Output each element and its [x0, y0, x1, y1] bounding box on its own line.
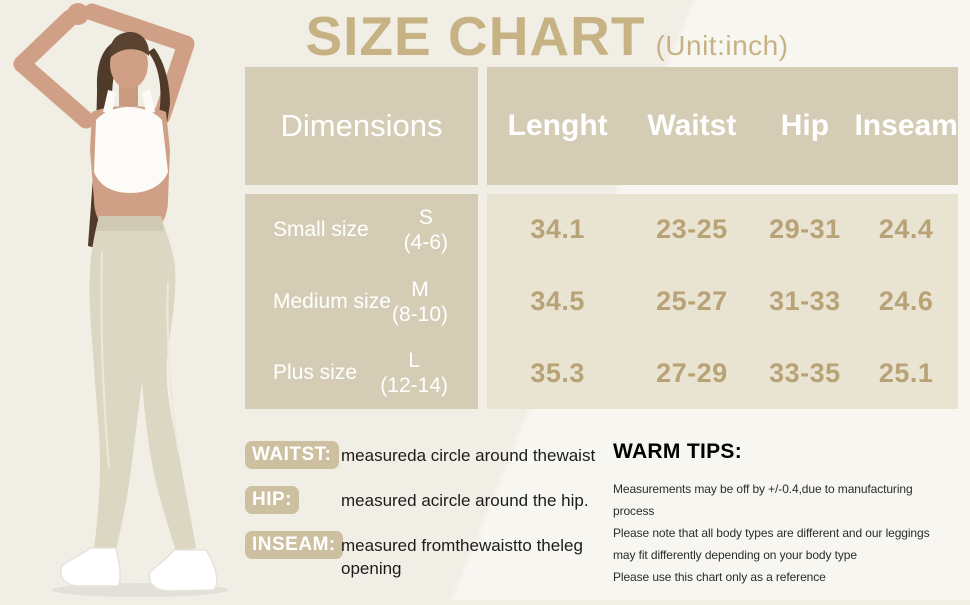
measurement-columns-header: Lenght Waitst Hip Inseam	[487, 67, 958, 185]
table-row-values-medium: 34.5 25-27 31-33 24.6	[487, 266, 958, 338]
size-letter: M	[411, 277, 429, 301]
unit-label: (Unit:inch)	[655, 30, 789, 61]
value-cell: 23-25	[656, 214, 728, 245]
value-cell: 31-33	[769, 286, 841, 316]
table-row-label-medium: Medium size M (8-10)	[245, 266, 478, 338]
column-header-inseam: Inseam	[854, 109, 958, 142]
row-label: Plus size	[273, 361, 358, 385]
value-cell: 24.4	[878, 214, 934, 245]
inseam-badge: INSEAM:	[245, 531, 343, 559]
tip-line: Please note that all body types are diff…	[613, 526, 930, 540]
column-header-lenght: Lenght	[507, 109, 608, 142]
legend-item-hip: HIP: measured acircle around the hip.	[245, 486, 615, 514]
value-cell: 27-29	[656, 357, 728, 388]
warm-tips-section: WARM TIPS: Measurements may be off by +/…	[613, 440, 969, 588]
badge-column: WAITST:	[245, 441, 341, 469]
warm-tips-list: Measurements may be off by +/-0.4,due to…	[613, 478, 969, 588]
value-cell: 34.1	[530, 214, 585, 245]
size-chart-table: Dimensions Lenght Waitst Hip Inseam Smal…	[245, 67, 958, 409]
value-cell: 25-27	[656, 286, 728, 316]
inseam-description: measured fromthewaistto theleg opening	[341, 536, 583, 578]
waist-description: measureda circle around thewaist	[341, 446, 596, 465]
tip-line: Please use this chart only as a referenc…	[613, 570, 826, 584]
row-size-code: S (4-6)	[404, 205, 448, 255]
tip-line: may fit differently depending on your bo…	[613, 548, 857, 562]
size-values-column: 34.1 23-25 29-31 24.4 34.5 25-27 31-33 2…	[487, 194, 958, 409]
value-cell: 35.3	[530, 357, 585, 388]
table-body: Small size S (4-6) Medium size M (8-10) …	[245, 194, 958, 409]
size-labels-column: Small size S (4-6) Medium size M (8-10) …	[245, 194, 478, 409]
column-header-waitst: Waitst	[647, 109, 737, 142]
model-figure-illustration	[13, 3, 228, 597]
value-cell: 29-31	[769, 214, 841, 245]
model-photo	[0, 0, 245, 600]
table-row-values-small: 34.1 23-25 29-31 24.4	[487, 194, 958, 266]
legend-item-inseam: INSEAM: measured fromthewaistto theleg o…	[245, 531, 615, 580]
size-range: (4-6)	[403, 230, 448, 254]
legend-item-waist: WAITST: measureda circle around thewaist	[245, 441, 615, 469]
tip-line: Measurements may be off by +/-0.4,due to…	[613, 482, 913, 496]
table-row-label-small: Small size S (4-6)	[245, 194, 478, 266]
size-letter: L	[408, 349, 420, 373]
measurement-legend: WAITST: measureda circle around thewaist…	[245, 441, 615, 597]
row-label: Small size	[273, 217, 369, 241]
value-cell: 25.1	[878, 357, 934, 388]
value-cell: 34.5	[530, 286, 585, 316]
tip-line: process	[613, 504, 655, 518]
row-size-code: L (12-14)	[380, 348, 448, 398]
column-header-hip: Hip	[780, 109, 830, 142]
badge-column: HIP:	[245, 486, 341, 514]
table-row-values-plus: 35.3 27-29 33-35 25.1	[487, 337, 958, 409]
hip-badge: HIP:	[245, 486, 299, 514]
size-letter: S	[418, 205, 433, 229]
warm-tips-heading: WARM TIPS:	[613, 440, 742, 463]
size-range: (12-14)	[380, 374, 448, 398]
value-cell: 24.6	[878, 286, 934, 316]
value-cell: 33-35	[769, 357, 841, 388]
page-title: SIZE CHART (Unit:inch)	[0, 6, 970, 66]
size-chart-title: SIZE CHART	[305, 5, 646, 67]
size-range: (8-10)	[391, 302, 448, 326]
table-row-label-plus: Plus size L (12-14)	[245, 337, 478, 409]
table-header-row: Dimensions Lenght Waitst Hip Inseam	[245, 67, 958, 185]
row-label: Medium size	[273, 289, 391, 313]
badge-column: INSEAM:	[245, 531, 343, 559]
row-size-code: M (8-10)	[392, 277, 448, 327]
waist-badge: WAITST:	[245, 441, 339, 469]
hip-description: measured acircle around the hip.	[341, 491, 589, 510]
dimensions-header-cell: Dimensions	[245, 67, 478, 185]
